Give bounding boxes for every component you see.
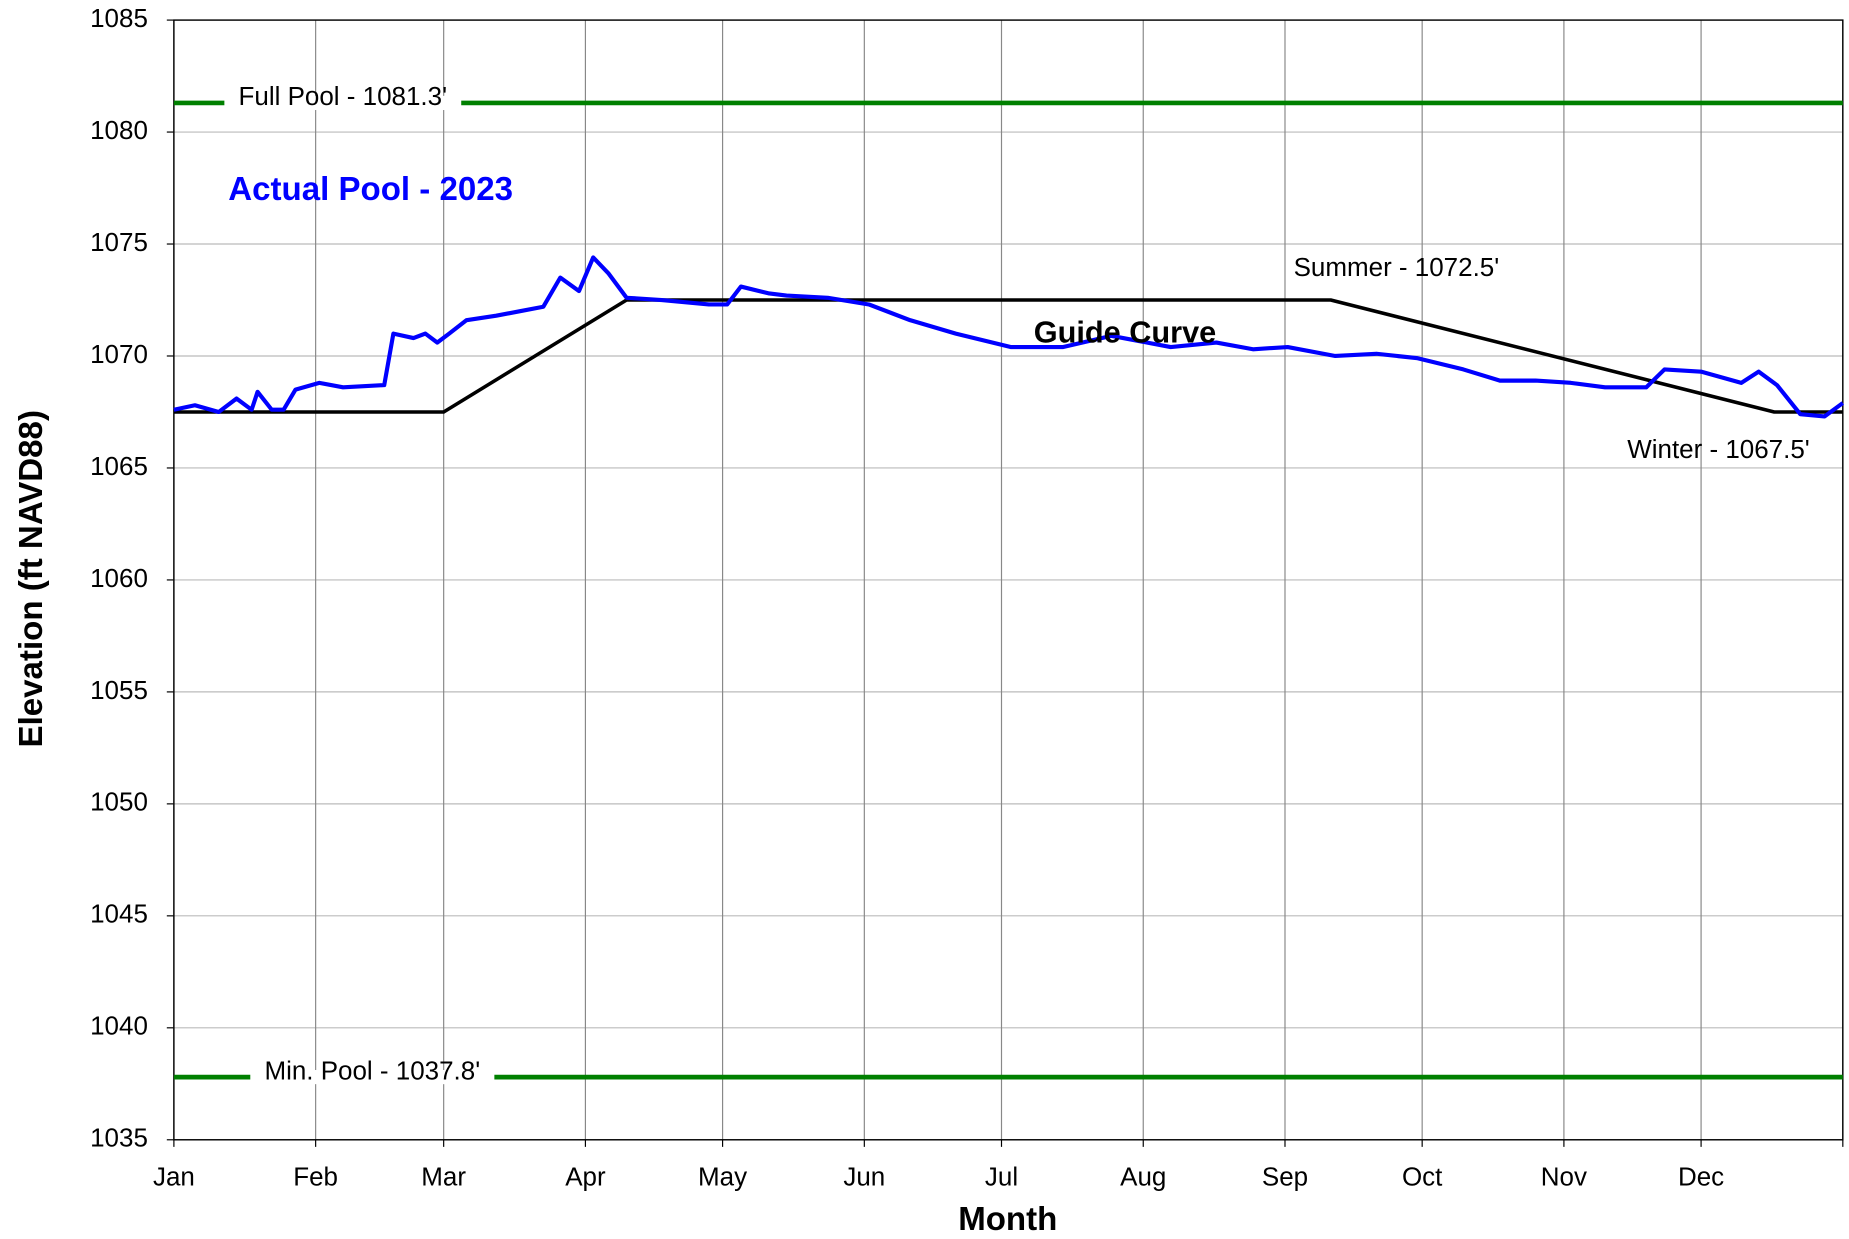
x-tick-label: Nov [1541,1162,1587,1192]
y-tick-label: 1040 [90,1011,148,1041]
y-tick-label: 1070 [90,339,148,369]
x-tick-label: Apr [565,1162,606,1192]
x-tick-label: Mar [421,1162,466,1192]
x-tick-label: Dec [1678,1162,1724,1192]
plot-frame [173,19,1844,1141]
series-label: Actual Pool - 2023 [228,171,513,208]
x-tick-label: Jul [985,1162,1018,1192]
reference-label: Min. Pool - 1037.8' [264,1055,480,1085]
x-tick-label: Jan [153,1162,195,1192]
annotation: Winter - 1067.5' [1627,434,1809,464]
y-axis-label: Elevation (ft NAVD88) [13,410,50,747]
x-tick-label: Feb [293,1162,338,1192]
x-tick-label: Oct [1402,1162,1443,1192]
label-bg [250,1069,495,1085]
y-tick-label: 1060 [90,563,148,593]
annotation: Summer - 1072.5' [1294,252,1500,282]
reference-label: Full Pool - 1081.3' [239,81,448,111]
series-line [173,255,1845,419]
y-tick-label: 1075 [90,227,148,257]
x-tick-label: Sep [1262,1162,1308,1192]
y-tick-label: 1055 [90,675,148,705]
y-tick-label: 1065 [90,451,148,481]
x-tick-label: May [698,1162,747,1192]
x-tick-label: Jun [843,1162,885,1192]
y-tick-label: 1035 [90,1123,148,1153]
x-axis-label: Month [958,1201,1057,1238]
series-line [173,298,1843,414]
y-tick-label: 1045 [90,899,148,929]
x-tick-label: Aug [1120,1162,1166,1192]
y-tick-label: 1080 [90,115,148,145]
y-tick-label: 1085 [90,3,148,33]
series-label: Guide Curve [1034,314,1216,349]
label-bg [224,95,462,111]
y-tick-label: 1050 [90,787,148,817]
